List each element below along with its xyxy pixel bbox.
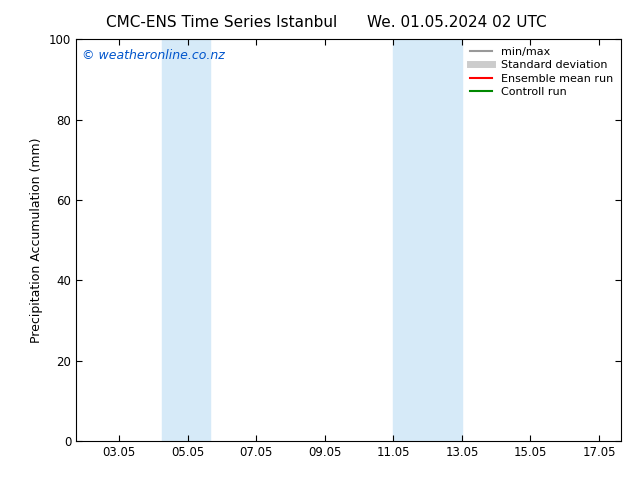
Bar — [393, 39, 462, 441]
Text: © weatheronline.co.nz: © weatheronline.co.nz — [82, 49, 224, 62]
Text: CMC-ENS Time Series Istanbul: CMC-ENS Time Series Istanbul — [107, 15, 337, 30]
Legend: min/max, Standard deviation, Ensemble mean run, Controll run: min/max, Standard deviation, Ensemble me… — [466, 43, 618, 101]
Y-axis label: Precipitation Accumulation (mm): Precipitation Accumulation (mm) — [30, 137, 43, 343]
Bar — [162, 39, 210, 441]
Text: We. 01.05.2024 02 UTC: We. 01.05.2024 02 UTC — [366, 15, 547, 30]
